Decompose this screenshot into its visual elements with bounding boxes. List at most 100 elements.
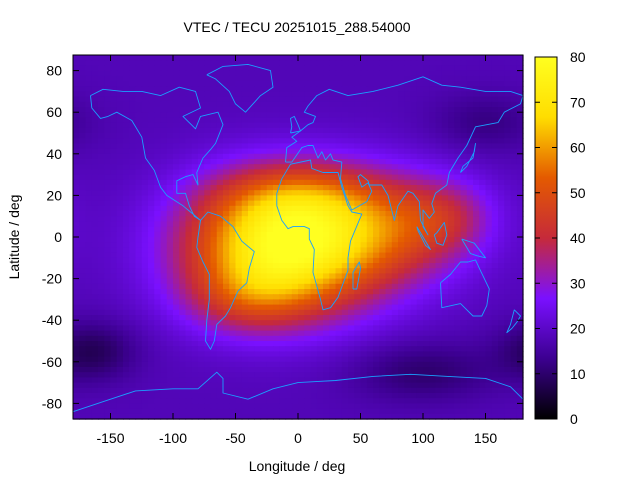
heatmap-cell xyxy=(348,335,355,342)
heatmap-cell xyxy=(85,315,93,321)
heatmap-cell xyxy=(498,299,505,306)
heatmap-cell xyxy=(204,387,212,394)
heatmap-cell xyxy=(298,91,305,98)
heatmap-cell xyxy=(348,164,355,170)
heatmap-cell xyxy=(135,101,143,108)
heatmap-cell xyxy=(285,75,293,82)
heatmap-cell xyxy=(304,408,312,415)
heatmap-cell xyxy=(429,387,437,394)
heatmap-cell xyxy=(416,81,424,87)
heatmap-cell xyxy=(435,367,443,373)
heatmap-cell xyxy=(341,252,349,259)
heatmap-cell xyxy=(229,242,237,248)
heatmap-cell xyxy=(379,107,387,113)
heatmap-cell xyxy=(329,231,337,238)
heatmap-cell xyxy=(235,408,243,415)
heatmap-cell xyxy=(473,346,480,352)
heatmap-cell xyxy=(498,81,505,87)
heatmap-cell xyxy=(391,159,399,165)
heatmap-cell xyxy=(260,195,268,202)
heatmap-cell xyxy=(135,382,143,389)
heatmap-cell xyxy=(385,133,393,139)
heatmap-cell xyxy=(279,309,287,316)
heatmap-cell xyxy=(335,403,343,410)
heatmap-cell xyxy=(279,231,287,238)
heatmap-cell xyxy=(79,127,87,134)
heatmap-cell xyxy=(260,283,268,290)
heatmap-cell xyxy=(373,200,380,207)
heatmap-cell xyxy=(129,237,137,243)
heatmap-cell xyxy=(148,216,155,222)
heatmap-cell xyxy=(223,335,230,342)
heatmap-cell xyxy=(148,247,155,254)
heatmap-cell xyxy=(116,65,124,72)
heatmap-cell xyxy=(104,174,112,181)
heatmap-cell xyxy=(273,169,280,176)
heatmap-cell xyxy=(235,221,243,228)
heatmap-cell xyxy=(348,289,355,295)
heatmap-cell xyxy=(410,387,418,394)
heatmap-cell xyxy=(441,205,449,212)
heatmap-cell xyxy=(441,153,449,160)
heatmap-cell xyxy=(204,372,212,378)
heatmap-cell xyxy=(179,195,187,202)
heatmap-cell xyxy=(316,299,324,306)
heatmap-cell xyxy=(85,247,93,254)
heatmap-cell xyxy=(123,75,130,82)
heatmap-cell xyxy=(441,143,449,150)
heatmap-cell xyxy=(273,65,280,72)
heatmap-cell xyxy=(285,237,293,243)
heatmap-cell xyxy=(323,96,330,103)
heatmap-cell xyxy=(510,211,518,217)
heatmap-cell xyxy=(104,169,112,176)
heatmap-cell xyxy=(379,309,387,316)
heatmap-cell xyxy=(116,309,124,316)
heatmap-cell xyxy=(504,263,512,269)
heatmap-cell xyxy=(279,190,287,196)
heatmap-cell xyxy=(410,70,418,77)
heatmap-cell xyxy=(416,226,424,233)
heatmap-cell xyxy=(479,96,487,103)
heatmap-cell xyxy=(441,398,449,404)
heatmap-cell xyxy=(441,75,449,82)
heatmap-cell xyxy=(491,200,499,207)
heatmap-cell xyxy=(91,309,99,316)
heatmap-cell xyxy=(229,133,237,139)
heatmap-cell xyxy=(429,70,437,77)
heatmap-cell xyxy=(273,351,280,358)
heatmap-cell xyxy=(85,304,93,311)
heatmap-cell xyxy=(454,257,462,264)
heatmap-cell xyxy=(441,91,449,98)
heatmap-cell xyxy=(379,346,387,352)
heatmap-cell xyxy=(104,242,112,248)
heatmap-cell xyxy=(135,398,143,404)
heatmap-cell xyxy=(329,387,337,394)
heatmap-cell xyxy=(341,65,349,72)
heatmap-cell xyxy=(160,237,168,243)
heatmap-cell xyxy=(473,351,480,358)
heatmap-cell xyxy=(460,211,468,217)
heatmap-cell xyxy=(123,252,130,259)
heatmap-cell xyxy=(504,393,512,399)
heatmap-cell xyxy=(154,408,162,415)
heatmap-cell xyxy=(73,413,80,420)
heatmap-cell xyxy=(460,299,468,306)
heatmap-cell xyxy=(73,221,80,228)
heatmap-cell xyxy=(254,263,262,269)
heatmap-cell xyxy=(85,341,93,347)
heatmap-cell xyxy=(373,315,380,321)
heatmap-cell xyxy=(441,382,449,389)
heatmap-cell xyxy=(273,393,280,399)
heatmap-cell xyxy=(198,330,205,337)
heatmap-cell xyxy=(173,242,180,248)
heatmap-cell xyxy=(260,96,268,103)
heatmap-cell xyxy=(79,273,87,280)
heatmap-cell xyxy=(323,315,330,321)
heatmap-cell xyxy=(154,117,162,124)
heatmap-cell xyxy=(148,174,155,181)
heatmap-cell xyxy=(235,164,243,170)
heatmap-cell xyxy=(229,86,237,92)
heatmap-cell xyxy=(498,226,505,233)
heatmap-cell xyxy=(135,70,143,77)
heatmap-cell xyxy=(335,169,343,176)
